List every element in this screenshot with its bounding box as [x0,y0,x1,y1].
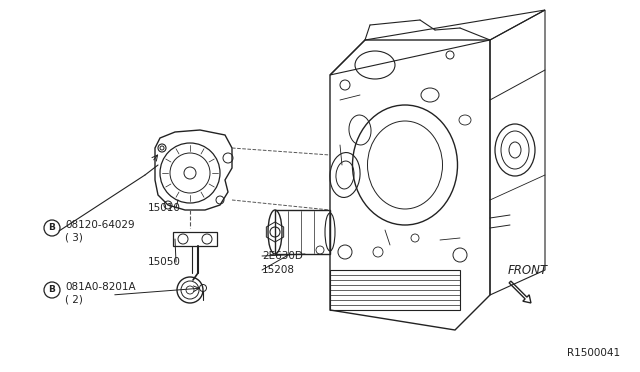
Text: ( 2): ( 2) [65,294,83,304]
Text: ( 3): ( 3) [65,232,83,242]
Text: B: B [49,285,56,295]
Text: 081A0-8201A: 081A0-8201A [65,282,136,292]
Text: 15010: 15010 [148,203,181,213]
Text: R1500041: R1500041 [567,348,620,358]
Text: 15208: 15208 [262,265,295,275]
Text: FRONT: FRONT [508,263,548,276]
Text: 08120-64029: 08120-64029 [65,220,134,230]
Text: 15050: 15050 [148,257,181,267]
Text: 2E630D: 2E630D [262,251,303,261]
Text: B: B [49,224,56,232]
